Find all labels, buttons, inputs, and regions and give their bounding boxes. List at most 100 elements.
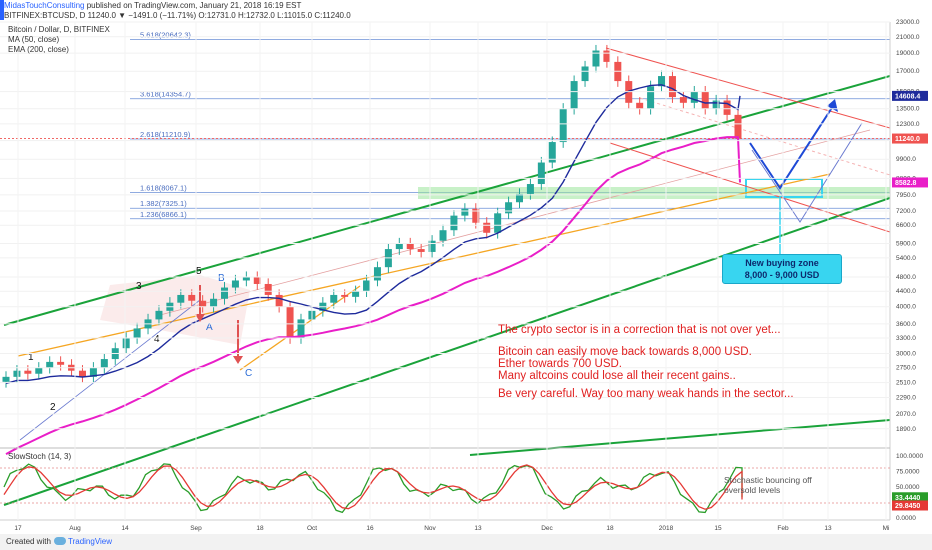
candle-30 [330,294,338,303]
price-badge-2 [892,177,928,188]
candle-38 [417,249,425,252]
y-tick-19: 3300.0 [896,335,916,342]
annotation-line-5: Be very careful. Way too many weak hands… [498,388,794,400]
tradingview-logo [0,0,4,20]
y-tick-17: 4000.0 [896,304,916,311]
candle-7 [78,370,86,377]
fib-label-3: 1.618(8067.1) [140,184,187,193]
price-badge-label-1: 11240.0 [895,136,920,143]
x-tick-7: Nov [424,525,436,532]
candle-47 [515,193,523,203]
y-tick-23: 2290.0 [896,395,916,402]
candle-39 [428,240,436,252]
candle-40 [439,230,447,241]
candle-45 [494,213,502,233]
x-tick-15: Mi [883,525,890,532]
y-tick-3: 17000.0 [896,68,920,75]
y-tick-15: 4800.0 [896,274,916,281]
candle-41 [450,215,458,231]
candle-2 [24,370,32,374]
candle-58 [636,102,644,109]
candle-61 [668,76,676,98]
price-badge-0 [892,90,928,101]
candle-34 [373,267,381,281]
candle-23 [253,277,261,284]
publish-header: MidasTouchConsulting published on Tradin… [4,1,301,10]
x-tick-9: Dec [541,525,553,532]
candle-16 [177,294,185,303]
buying-zone-box [745,178,823,198]
candle-62 [679,97,687,103]
y-tick-13: 5900.0 [896,240,916,247]
x-tick-11: 2018 [659,525,674,532]
down-arrow-1-head [195,314,205,322]
candle-17 [188,294,196,301]
ma-legend[interactable]: MA (50, close) [8,35,60,44]
fib-label-5: 1.236(6866.1) [140,210,187,219]
price-badge-label-2: 8582.8 [895,180,917,187]
y-tick-0: 23000.0 [896,19,920,26]
candle-1 [13,370,21,377]
y-tick-8: 9900.0 [896,156,916,163]
tradingview-brand-link[interactable]: TradingView [68,537,113,546]
ema-legend[interactable]: EMA (200, close) [8,45,69,54]
candle-24 [264,283,272,295]
candle-11 [122,338,130,349]
x-tick-14: 13 [824,525,832,532]
upper-channel-line [3,75,891,326]
stoch-d-badge-label: 29.8450 [895,503,920,510]
x-tick-10: 18 [606,525,614,532]
price-chart[interactable]: 5.618(20642.3) 3.618(14354.7) 2.618(11210.… [0,0,932,534]
wave-label-5: 5 [196,266,202,277]
footer-bar: Created with TradingView [0,534,932,550]
price-badge-label-0: 14608.4 [895,93,920,100]
y-tick-12: 6600.0 [896,222,916,229]
projection-thin [19,299,201,441]
ma50-line [5,84,741,385]
y-tick-14: 5400.0 [896,255,916,262]
candle-36 [395,243,403,250]
candle-20 [221,287,229,299]
stoch-trend-line [469,419,891,456]
stoch-note-line-1: Stochastic bouncing off [724,475,812,485]
stoch-label[interactable]: SlowStoch (14, 3) [8,452,72,461]
candle-33 [363,280,371,292]
annotation-line-4: Many altcoins could lose all their recen… [498,370,736,382]
stoch-k-badge [892,492,928,503]
candle-53 [581,66,589,82]
candle-3 [35,367,43,374]
x-tick-1: Aug [69,525,81,532]
y-tick-20: 3000.0 [896,351,916,358]
projection-arrow-thin [751,122,863,223]
candle-66 [723,100,731,115]
annotation-line-1: The crypto sector is in a correction tha… [498,324,781,336]
candle-31 [341,294,349,297]
candle-19 [210,298,218,307]
author-link[interactable]: MidasTouchConsulting [4,1,85,10]
candle-8 [89,367,97,377]
candle-60 [658,76,666,87]
orange-trendline [17,173,831,357]
candle-55 [603,50,611,62]
candle-0 [2,376,10,382]
wave-label-A: A [206,322,213,333]
x-tick-5: Oct [307,525,317,532]
candle-18 [199,300,207,307]
candle-5 [57,361,65,365]
candle-32 [352,291,360,297]
fib-label-1: 3.618(14354.7) [140,90,191,99]
x-tick-12: 15 [714,525,722,532]
x-tick-4: 18 [256,525,264,532]
x-tick-3: Sep [190,525,202,532]
candle-12 [133,328,141,339]
y-tick-6: 12300.0 [896,121,920,128]
stoch-k-badge-label: 33.4440 [895,495,920,502]
abc-shade [100,275,250,345]
annotation-line-2: Bitcoin can easily move back towards 8,0… [498,346,752,358]
y-tick-2: 19000.0 [896,50,920,57]
y-tick-21: 2750.0 [896,365,916,372]
candle-46 [505,202,513,214]
stoch-tick-1: 75.0000 [896,469,920,476]
y-tick-10: 7950.0 [896,192,916,199]
ema200-line [5,136,741,455]
